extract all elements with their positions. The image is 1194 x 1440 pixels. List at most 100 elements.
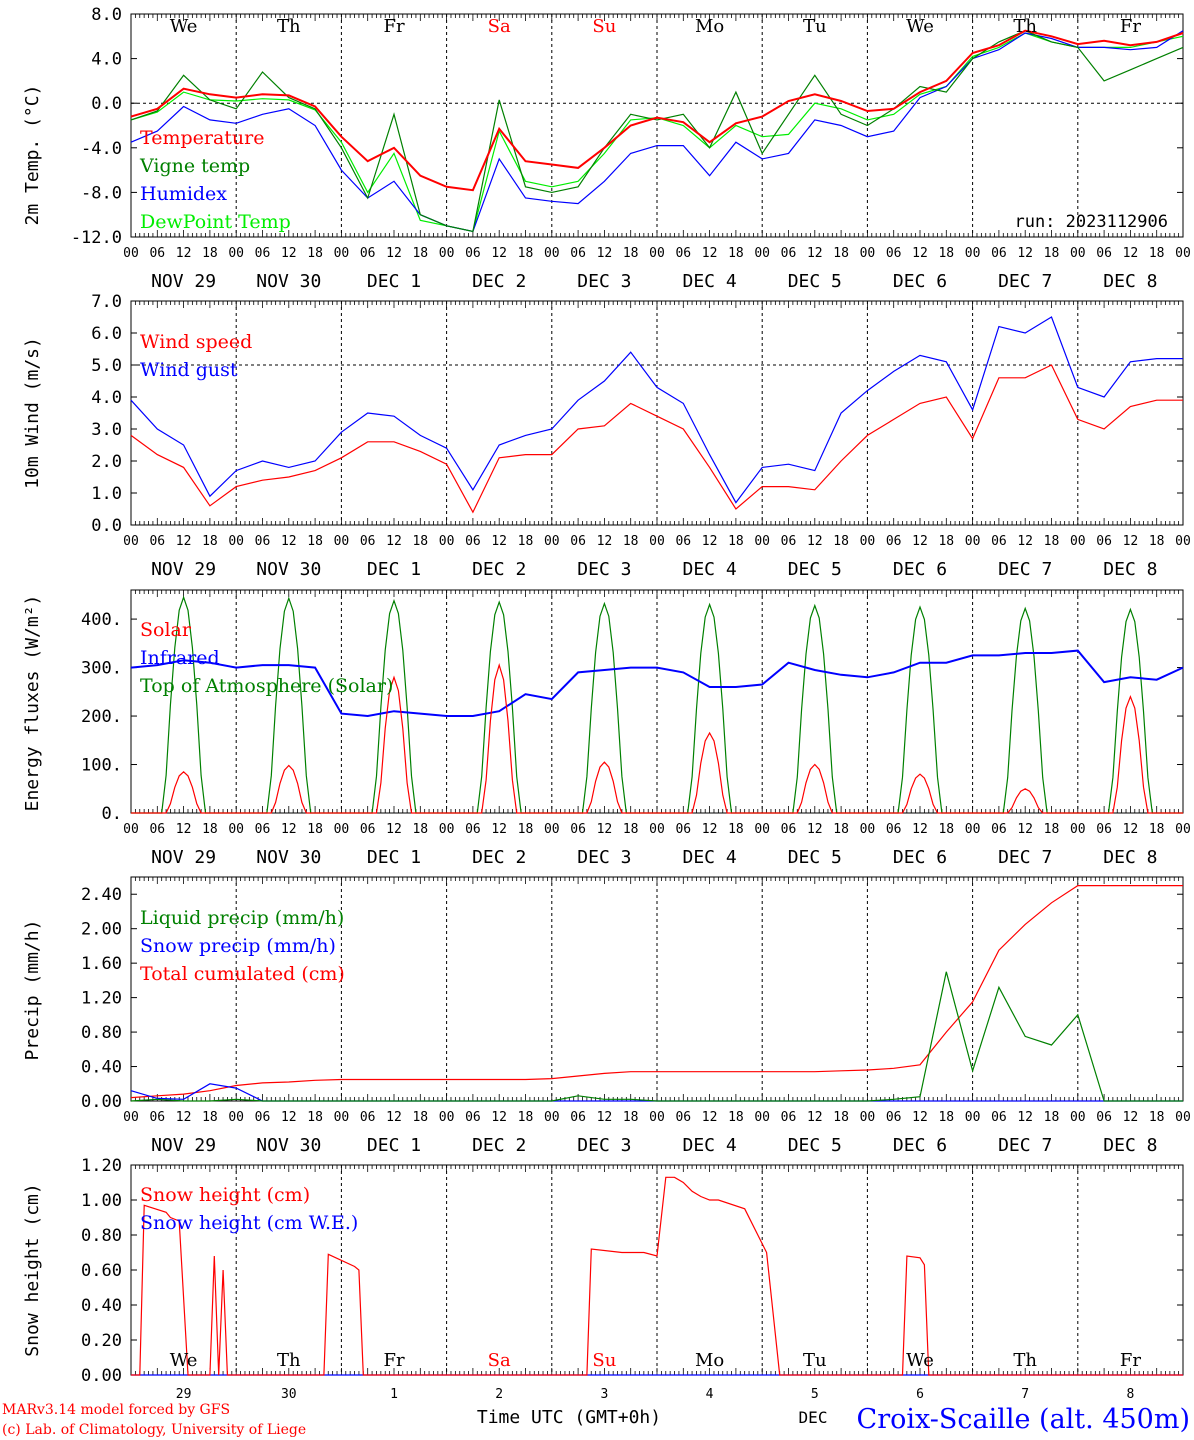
hour-tick-label: 12 xyxy=(1017,822,1033,837)
hour-tick-label: 18 xyxy=(307,1110,323,1125)
date-label: DEC 5 xyxy=(788,847,842,868)
hour-tick-label: 18 xyxy=(518,1110,534,1125)
date-label: DEC 7 xyxy=(998,847,1052,868)
y-tick-label: -4.0 xyxy=(81,139,122,159)
hour-tick-label: 18 xyxy=(938,822,954,837)
hour-tick-label: 00 xyxy=(649,534,665,549)
hour-tick-label: 00 xyxy=(754,534,770,549)
weekday-label: Th xyxy=(277,1350,301,1371)
series-line-wind-gust xyxy=(130,316,1183,504)
hour-tick-label: 12 xyxy=(1123,822,1139,837)
hour-tick-label: 12 xyxy=(597,1110,613,1125)
date-label: DEC 2 xyxy=(472,1135,526,1156)
hour-tick-label: 18 xyxy=(938,1110,954,1125)
legend-entry: Humidex xyxy=(140,183,227,205)
y-axis-label: Precip (mm/h) xyxy=(22,920,43,1061)
hour-tick-label: 18 xyxy=(202,1110,218,1125)
hour-tick-label: 12 xyxy=(702,534,718,549)
hour-tick-label: 12 xyxy=(491,246,507,261)
y-axis-label: Snow height (cm) xyxy=(22,1183,43,1356)
y-tick-label: 200. xyxy=(81,707,122,727)
hour-tick-label: 06 xyxy=(781,534,797,549)
day-number-label: 3 xyxy=(600,1387,608,1402)
plot-frame xyxy=(130,589,1184,814)
hour-tick-label: 06 xyxy=(675,822,691,837)
hour-tick-label: 18 xyxy=(307,822,323,837)
hour-tick-label: 06 xyxy=(991,534,1007,549)
date-label: DEC 7 xyxy=(998,271,1052,292)
hour-tick-label: 12 xyxy=(491,534,507,549)
hour-tick-label: 12 xyxy=(702,246,718,261)
weekday-label: Fr xyxy=(1120,16,1141,37)
hour-tick-label: 12 xyxy=(597,822,613,837)
hour-tick-label: 06 xyxy=(465,1110,481,1125)
y-tick-label: 4.0 xyxy=(91,50,122,70)
hour-tick-label: 12 xyxy=(386,534,402,549)
hour-tick-label: 12 xyxy=(281,246,297,261)
hour-tick-label: 12 xyxy=(281,822,297,837)
hour-tick-label: 00 xyxy=(334,1110,350,1125)
hour-tick-label: 00 xyxy=(1070,822,1086,837)
hour-tick-label: 00 xyxy=(439,534,455,549)
y-tick-label: 0.40 xyxy=(81,1296,122,1316)
hour-tick-label: 18 xyxy=(938,534,954,549)
date-label: DEC 4 xyxy=(683,271,737,292)
hour-tick-label: 06 xyxy=(149,246,165,261)
hour-tick-label: 06 xyxy=(465,534,481,549)
hour-tick-label: 06 xyxy=(781,1110,797,1125)
hour-tick-label: 06 xyxy=(1096,1110,1112,1125)
weekday-label: Th xyxy=(1013,1350,1037,1371)
hour-tick-label: 12 xyxy=(807,822,823,837)
y-tick-label: 7.0 xyxy=(91,292,122,312)
legend-entry: Temperature xyxy=(140,127,264,149)
date-label: DEC 4 xyxy=(683,559,737,580)
hour-tick-label: 18 xyxy=(518,822,534,837)
hour-tick-label: 18 xyxy=(833,822,849,837)
hour-tick-label: 00 xyxy=(544,246,560,261)
date-label: DEC 8 xyxy=(1103,559,1157,580)
day-number-label: 30 xyxy=(281,1387,297,1402)
hour-tick-label: 18 xyxy=(1149,1110,1165,1125)
hour-tick-label: 00 xyxy=(860,534,876,549)
hour-tick-label: 18 xyxy=(623,822,639,837)
weekday-label: Th xyxy=(1013,16,1037,37)
y-tick-label: 1.60 xyxy=(81,954,122,974)
hour-tick-label: 00 xyxy=(1175,534,1191,549)
y-tick-label: 4.0 xyxy=(91,388,122,408)
day-number-label: 6 xyxy=(916,1387,924,1402)
hour-tick-label: 06 xyxy=(465,246,481,261)
hour-tick-label: 00 xyxy=(228,1110,244,1125)
hour-tick-label: 00 xyxy=(123,246,139,261)
hour-tick-label: 06 xyxy=(886,822,902,837)
hour-tick-label: 12 xyxy=(1017,1110,1033,1125)
series-line-wind-speed xyxy=(130,364,1183,514)
y-tick-label: 0.00 xyxy=(81,1366,122,1386)
day-number-label: 8 xyxy=(1126,1387,1134,1402)
hour-tick-label: 00 xyxy=(1070,534,1086,549)
y-tick-label: 0.0 xyxy=(91,94,122,114)
hour-tick-label: 00 xyxy=(439,822,455,837)
hour-tick-label: 12 xyxy=(1123,246,1139,261)
plot-frame xyxy=(130,300,1184,526)
hour-tick-label: 18 xyxy=(1149,534,1165,549)
hour-tick-label: 12 xyxy=(386,1110,402,1125)
hour-tick-label: 18 xyxy=(307,246,323,261)
y-tick-label: 0. xyxy=(102,804,122,824)
date-label: DEC 6 xyxy=(893,847,947,868)
hour-tick-label: 12 xyxy=(912,534,928,549)
date-label: DEC 8 xyxy=(1103,1135,1157,1156)
series-line-temperature xyxy=(130,29,1184,192)
hour-tick-label: 00 xyxy=(544,822,560,837)
hour-tick-label: 06 xyxy=(360,246,376,261)
date-label: DEC 6 xyxy=(893,1135,947,1156)
y-tick-label: 400. xyxy=(81,610,122,630)
hour-tick-label: 06 xyxy=(1096,246,1112,261)
date-label: DEC 1 xyxy=(367,1135,421,1156)
hour-tick-label: 00 xyxy=(965,534,981,549)
hour-tick-label: 18 xyxy=(202,534,218,549)
hour-tick-label: 18 xyxy=(1044,246,1060,261)
date-label: DEC 1 xyxy=(367,847,421,868)
date-label: DEC 2 xyxy=(472,847,526,868)
hour-tick-label: 06 xyxy=(781,822,797,837)
hour-tick-label: 06 xyxy=(149,534,165,549)
